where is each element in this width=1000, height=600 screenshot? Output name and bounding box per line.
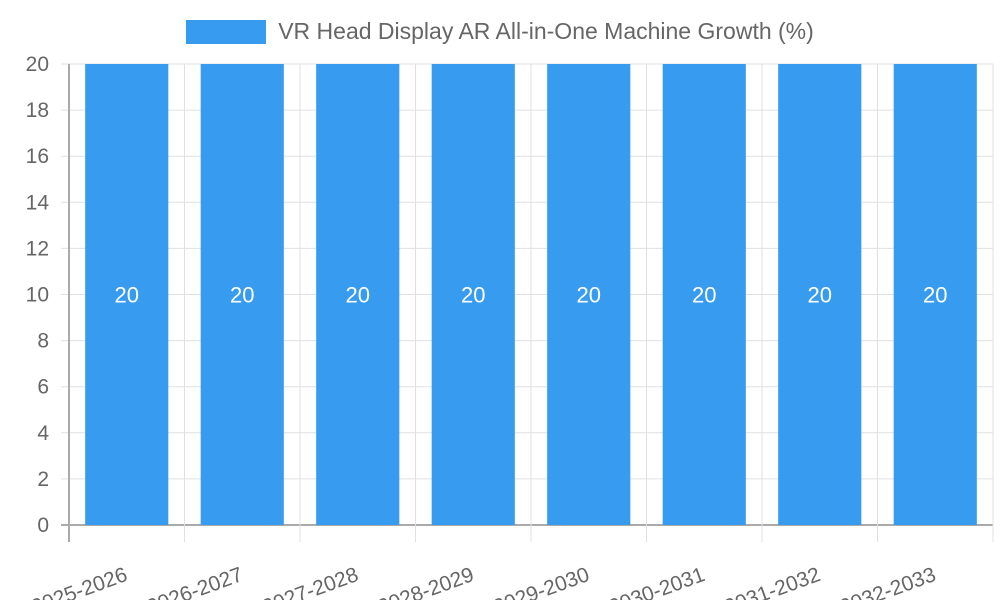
bar[interactable] — [662, 64, 746, 525]
chart-legend: VR Head Display AR All-in-One Machine Gr… — [0, 18, 1000, 45]
y-tick-label: 20 — [26, 53, 49, 76]
legend-swatch[interactable] — [186, 19, 267, 44]
bar[interactable] — [547, 64, 631, 525]
y-tick-label: 4 — [37, 422, 49, 445]
y-tick-label: 0 — [37, 514, 49, 537]
x-tick-label: 2032-2033 — [837, 563, 939, 600]
bar[interactable] — [316, 64, 400, 525]
bar[interactable] — [85, 64, 169, 525]
bar-value-label: 20 — [808, 283, 832, 308]
y-tick-label: 8 — [37, 330, 49, 353]
x-tick-label: 2027-2028 — [259, 563, 361, 600]
legend-label: VR Head Display AR All-in-One Machine Gr… — [278, 18, 814, 44]
x-tick-label: 2026-2027 — [144, 563, 246, 600]
bar-value-label: 20 — [692, 283, 716, 308]
y-tick-label: 16 — [26, 145, 49, 168]
bars: 202025-2026202026-2027202027-2028202028-… — [28, 64, 977, 600]
bar[interactable] — [431, 64, 515, 525]
bar-value-label: 20 — [577, 283, 601, 308]
bar-value-label: 20 — [461, 283, 485, 308]
bar-value-label: 20 — [230, 283, 254, 308]
x-tick-label: 2030-2031 — [606, 563, 708, 600]
y-tick-label: 12 — [26, 237, 49, 260]
bar-value-label: 20 — [115, 283, 139, 308]
bar-value-label: 20 — [923, 283, 947, 308]
x-tick-label: 2029-2030 — [490, 563, 592, 600]
x-tick-label: 2031-2032 — [721, 563, 823, 600]
bar-value-label: 20 — [346, 283, 370, 308]
y-tick-label: 18 — [26, 99, 49, 122]
y-tick-label: 2 — [37, 468, 49, 491]
x-tick-label: 2025-2026 — [28, 563, 130, 600]
y-tick-label: 6 — [37, 376, 49, 399]
y-tick-label: 10 — [26, 284, 49, 307]
bar[interactable] — [893, 64, 977, 525]
bar[interactable] — [778, 64, 862, 525]
x-tick-label: 2028-2029 — [375, 563, 477, 600]
y-tick-label: 14 — [26, 191, 50, 214]
bar[interactable] — [200, 64, 284, 525]
